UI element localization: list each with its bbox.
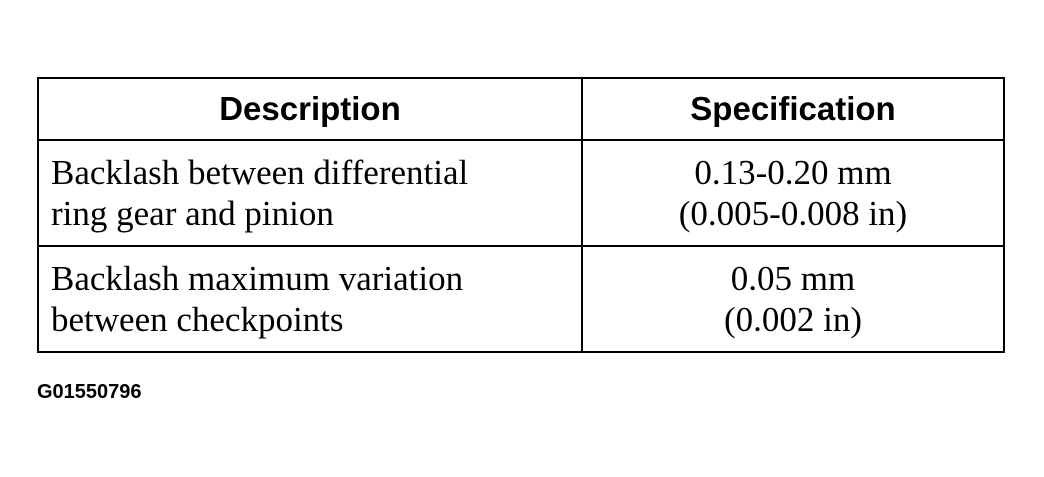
table-cell: Backlash between differential ring gear a… xyxy=(37,139,583,247)
figure-id: G01550796 xyxy=(37,381,142,403)
cell-line: Backlash between differential xyxy=(51,153,469,192)
cell-line: between checkpoints xyxy=(51,300,344,339)
table-cell: Backlash maximum variation between checkp… xyxy=(37,245,583,353)
spec-table: Description Specification Backlash betwe… xyxy=(37,77,1005,353)
cell-line: 0.05 mm xyxy=(730,259,856,298)
table-row: Backlash between differential ring gear a… xyxy=(37,139,1005,247)
table-body: Backlash between differential ring gear a… xyxy=(37,139,1005,353)
header-row: Description Specification xyxy=(37,77,1005,141)
cell-line: ring gear and pinion xyxy=(51,194,334,233)
cell-line: 0.13-0.20 mm xyxy=(694,153,892,192)
header-cell: Specification xyxy=(581,77,1005,141)
table-row: Backlash maximum variation between checkp… xyxy=(37,245,1005,353)
cell-line: Backlash maximum variation xyxy=(51,259,464,298)
cell-line: (0.002 in) xyxy=(723,300,863,339)
table-cell: 0.05 mm (0.002 in) xyxy=(581,245,1005,353)
cell-line: (0.005-0.008 in) xyxy=(678,194,908,233)
table-cell: 0.13-0.20 mm (0.005-0.008 in) xyxy=(581,139,1005,247)
header-cell: Description xyxy=(37,77,583,141)
